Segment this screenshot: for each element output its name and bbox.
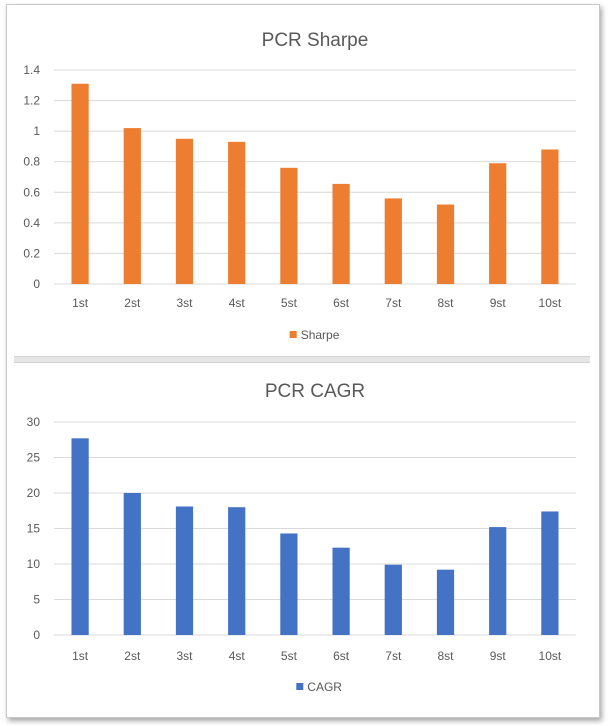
y-tick-label: 0 bbox=[33, 628, 40, 642]
y-tick-label: 0.6 bbox=[23, 185, 40, 199]
legend-swatch bbox=[289, 331, 297, 338]
y-tick-label: 0.2 bbox=[23, 246, 40, 260]
y-tick-label: 0.8 bbox=[23, 155, 40, 169]
y-tick-label: 0 bbox=[33, 277, 40, 291]
legend-swatch bbox=[296, 683, 304, 690]
y-tick-label: 15 bbox=[27, 522, 41, 536]
y-tick-label: 20 bbox=[27, 486, 41, 500]
cagr-chart: PCR CAGR 0 5 10 15 20 25 30 1st 2st 3st 4st 5st 6st 7s… bbox=[27, 381, 576, 694]
y-tick-label: 25 bbox=[27, 451, 41, 465]
chart-divider bbox=[14, 356, 590, 363]
x-tick-label: 6st bbox=[333, 296, 350, 310]
bar-7st bbox=[384, 198, 402, 284]
y-tick-label: 1.4 bbox=[23, 63, 40, 77]
bar-8st bbox=[436, 204, 455, 284]
x-tick-label: 3st bbox=[176, 649, 193, 663]
bar-3st bbox=[175, 506, 194, 635]
chart-title: PCR Sharpe bbox=[262, 30, 369, 51]
bar-10st bbox=[541, 149, 559, 284]
x-tick-label: 4st bbox=[229, 649, 246, 663]
x-tick-label: 7st bbox=[385, 296, 402, 310]
x-tick-label: 1st bbox=[72, 649, 89, 663]
x-tick-label: 2st bbox=[124, 649, 141, 663]
x-tick-label: 5st bbox=[281, 296, 298, 310]
bar-4st bbox=[228, 141, 246, 284]
x-tick-label: 6st bbox=[333, 649, 350, 663]
bar-6st bbox=[332, 183, 350, 284]
bar-2st bbox=[123, 128, 141, 284]
x-tick-label: 1st bbox=[72, 296, 89, 310]
bar-4st bbox=[228, 507, 246, 635]
y-tick-label: 10 bbox=[27, 557, 41, 571]
x-tick-label: 2st bbox=[124, 296, 141, 310]
x-tick-label: 7st bbox=[385, 649, 402, 663]
bar-8st bbox=[436, 569, 455, 635]
chart-title: PCR CAGR bbox=[265, 381, 365, 402]
legend-label: Sharpe bbox=[301, 328, 340, 342]
sharpe-chart-panel: PCR Sharpe 0 0.2 0.4 0.6 0.8 1 1.2 1.4 1st 2st 3st 4… bbox=[12, 10, 592, 354]
x-tick-label: 9st bbox=[490, 649, 507, 663]
x-tick-label: 10st bbox=[539, 649, 562, 663]
x-tick-label: 5st bbox=[281, 649, 298, 663]
bar-7st bbox=[384, 564, 402, 635]
bar-9st bbox=[489, 163, 507, 284]
bar-3st bbox=[175, 138, 194, 284]
bar-9st bbox=[489, 527, 507, 635]
legend-label: CAGR bbox=[307, 680, 342, 694]
bar-6st bbox=[332, 547, 350, 635]
x-tick-label: 8st bbox=[437, 649, 454, 663]
y-tick-label: 0.4 bbox=[23, 216, 40, 230]
cagr-chart-panel: PCR CAGR 0 5 10 15 20 25 30 1st 2st 3st 4st 5st 6st 7s… bbox=[12, 363, 592, 710]
x-tick-label: 9st bbox=[490, 296, 507, 310]
x-tick-label: 4st bbox=[229, 296, 246, 310]
bar-1st bbox=[71, 83, 89, 284]
bar-1st bbox=[71, 438, 89, 635]
bar-5st bbox=[280, 167, 298, 284]
y-tick-label: 30 bbox=[27, 415, 41, 429]
bar-5st bbox=[280, 533, 298, 635]
sharpe-chart: PCR Sharpe 0 0.2 0.4 0.6 0.8 1 1.2 1.4 1st 2st 3st 4… bbox=[23, 30, 576, 342]
x-tick-label: 3st bbox=[176, 296, 193, 310]
y-tick-label: 5 bbox=[33, 593, 40, 607]
bar-2st bbox=[123, 493, 141, 635]
bar-10st bbox=[541, 511, 559, 635]
y-tick-label: 1.2 bbox=[23, 94, 40, 108]
x-tick-label: 8st bbox=[437, 296, 454, 310]
y-tick-label: 1 bbox=[33, 124, 40, 138]
x-tick-label: 10st bbox=[539, 296, 562, 310]
